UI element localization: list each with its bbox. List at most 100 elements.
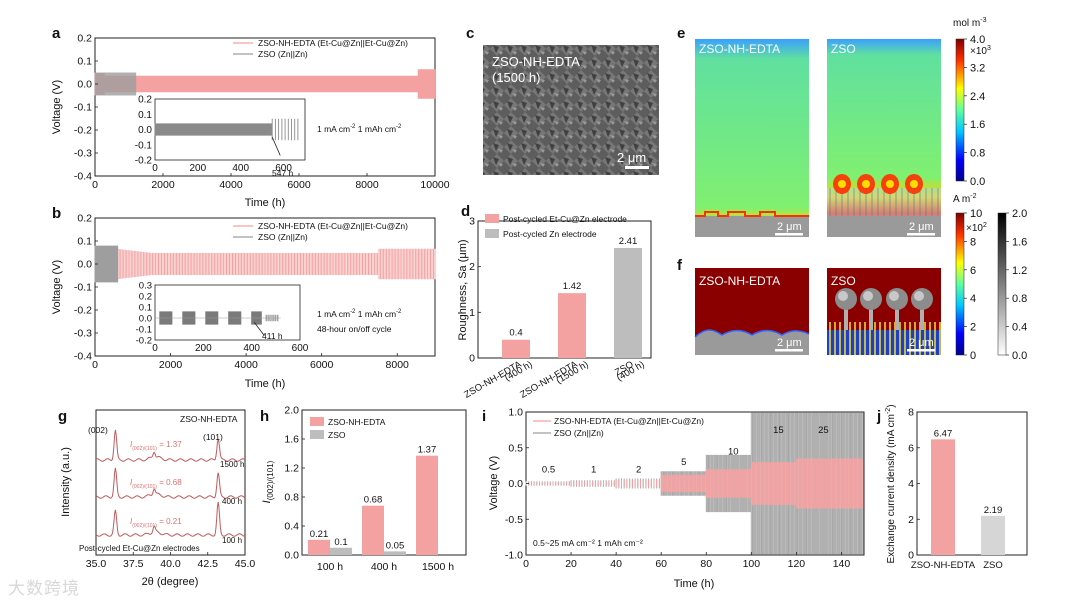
panel-i-xtick-label: 20 (565, 558, 577, 570)
panel-j-chart: 6.47 ZSO-NH-EDTA 2.19 ZSO 0 2 4 6 8 Exchange cu… (885, 404, 1028, 571)
panel-letter-e: e (677, 25, 685, 42)
panel-a-inset-series (154, 118, 299, 156)
panel-h-bar (308, 539, 330, 555)
panel-b-ytick-label: -0.4 (74, 351, 92, 363)
panel-j-ytick-label: 0 (908, 550, 914, 562)
panel-a-inset-trace (154, 118, 299, 141)
panel-g-chart: 35.0 37.5 40.0 42.5 45.0 Intensity (a.u.) 2θ… (60, 409, 255, 588)
panel-a-xtick-label: 6000 (287, 179, 311, 191)
panel-j-ytick-label: 6 (908, 442, 914, 454)
panel-d-ytick-label: 2 (469, 261, 475, 273)
panel-h-ylabel: I(002)/(101) (261, 460, 275, 503)
panel-d-ytick-label: 1 (469, 307, 475, 319)
panel-letter-f: f (677, 257, 683, 274)
panel-f-cbar-unit: A m-2 (953, 193, 977, 205)
panel-a-inset-ytick-label: -0.1 (135, 140, 153, 151)
panel-a-inset-xtick-label: 600 (275, 163, 292, 174)
panel-b-inset-ytick-label: 0.3 (139, 281, 152, 292)
panel-j-ylabel: Exchange current density (mA cm-2) (885, 404, 897, 563)
panel-h-ytick-label: 0.0 (284, 550, 299, 562)
panel-i-note: 0.5~25 mA cm⁻² 1 mAh cm⁻² (533, 538, 643, 548)
panel-g-label-101: (101) (203, 432, 223, 442)
panel-d-legend-swatch-1 (485, 214, 499, 223)
panel-f-right-scale: 2 μm (909, 337, 934, 349)
panel-c-subtitle: (1500 h) (492, 70, 540, 85)
panel-j-ytick-label: 2 (908, 514, 914, 526)
panel-a-inset-arrow (271, 136, 281, 156)
sem-image (483, 45, 659, 175)
panel-a-ytick-label: 0.0 (77, 79, 92, 91)
panel-h-ytick-label: 1.6 (284, 434, 299, 446)
panel-i-chart: 0 20 40 60 80 100 120 140 -1.0 -0.5 0.0 0.5 1.0 Volt… (488, 407, 865, 590)
panel-b-legend-1: ZSO-NH-EDTA (Et-Cu@Zn||Et-Cu@Zn) (258, 221, 408, 231)
panel-b-series-zso (94, 245, 119, 283)
panel-b-inset-ytick-label: 0.0 (139, 314, 152, 325)
panel-f-left-label: ZSO-NH-EDTA (699, 274, 780, 288)
panel-f-cbar1-tick-label: 2 (970, 322, 976, 334)
panel-a-legend-1: ZSO-NH-EDTA (Et-Cu@Zn||Et-Cu@Zn) (258, 38, 408, 48)
panel-f-cbar2-tick-label: 1.2 (1012, 265, 1027, 277)
panel-e-cbar-unit: mol m-3 (953, 17, 987, 29)
panel-b-xtick-label: 0 (92, 359, 98, 371)
panel-f-colorbar-1 (955, 212, 965, 356)
panel-letter-c: c (466, 25, 474, 42)
panel-b-inset (154, 284, 301, 341)
panel-a-legend-2: ZSO (Zn||Zn) (258, 49, 308, 59)
panel-d-ytick-label: 0 (469, 353, 475, 365)
panel-g-xlabel: 2θ (degree) (142, 576, 199, 588)
panel-g-xrd-curve (95, 467, 246, 499)
panel-e-right-scale: 2 μm (909, 221, 934, 233)
panel-i-ylabel: Voltage (V) (488, 456, 500, 510)
panel-i-xtick-label: 120 (788, 558, 806, 570)
panel-a-ylabel: Voltage (V) (51, 80, 63, 134)
panel-b-ytick-label: -0.3 (74, 328, 92, 340)
panel-i-rate-label: 25 (818, 425, 829, 436)
panel-h-value-label: 0.21 (310, 529, 329, 540)
panel-i-rate-label: 15 (773, 425, 784, 436)
panel-j-value-label: 6.47 (934, 428, 953, 439)
panel-f-dendrite-highlight (838, 291, 848, 301)
panel-d-legend-swatch-2 (485, 229, 499, 238)
panel-e-cbar-tick-label: 1.6 (970, 119, 985, 131)
panel-b-xtick-label: 8000 (386, 359, 410, 371)
panel-h-value-label: 0.05 (386, 540, 405, 551)
panel-f-cbar1-tick-label: 6 (970, 265, 976, 277)
panel-i-ytick-label: 0.5 (508, 442, 523, 454)
panel-i-rate-label: 10 (728, 446, 739, 457)
panel-h-chart: 0.21 0.1 100 h 0.68 0.05 400 h 1.37 1500 h 0.0 0… (261, 405, 467, 573)
panel-j-ytick-label: 8 (908, 407, 914, 419)
panel-a-chart: 0 2000 4000 6000 8000 10000-0.4-0.3-0.2-0.10.… (51, 33, 450, 210)
panel-d-ylabel: Roughness, Sa (μm) (457, 239, 469, 340)
panel-b-xtick-label: 6000 (310, 359, 334, 371)
panel-f-right-label: ZSO (831, 274, 856, 288)
panel-b-inset-ytick-label: 0.2 (139, 292, 152, 303)
panel-h-value-label: 0.1 (334, 537, 347, 548)
panel-h-ytick-label: 0.8 (284, 492, 299, 504)
panel-b-inset-ytick-label: 0.1 (139, 303, 152, 314)
panel-e-dendrite-tip (838, 180, 846, 188)
panel-f-dendrite-highlight (863, 291, 873, 301)
panel-e-left-map (695, 39, 809, 237)
panel-b-note: 1 mA cm-2 1 mAh cm-2 (317, 309, 402, 319)
panel-b-inset-ytick-label: -0.1 (136, 325, 152, 336)
panel-a-xtick-label: 0 (92, 179, 98, 191)
panel-e-left-label: ZSO-NH-EDTA (699, 42, 780, 56)
panel-a-series-zso (94, 72, 137, 96)
panel-i-rate-label: 2 (636, 464, 641, 475)
panel-a-inset-ytick-label: -0.2 (135, 156, 153, 167)
panel-i-legend-2: ZSO (Zn||Zn) (554, 428, 604, 438)
panel-j-bar (981, 515, 1005, 555)
panel-e-cbar-tick-label: 2.4 (970, 91, 985, 103)
panel-h-category-label: 100 h (317, 561, 343, 573)
panel-g-time-2: 400 h (222, 497, 242, 506)
panel-d-value-label: 2.41 (619, 236, 638, 247)
panel-i-ytick-label: -1.0 (505, 550, 523, 562)
panel-j-bar (931, 439, 955, 555)
panel-f-cbar2-tick-label: 1.6 (1012, 236, 1027, 248)
panel-a-xtick-label: 4000 (219, 179, 243, 191)
panel-e-left-scale: 2 μm (777, 221, 802, 233)
panel-f-cbar2-tick-label: 0.4 (1012, 322, 1027, 334)
panel-a-inset-xtick-label: 400 (232, 163, 249, 174)
panel-g-ratio-3: I(002)/(101) = 0.21 (130, 517, 182, 529)
